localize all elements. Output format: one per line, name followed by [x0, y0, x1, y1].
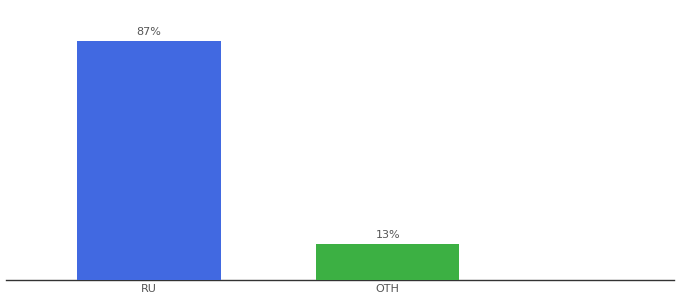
Bar [78, 41, 220, 280]
Text: 87%: 87% [137, 27, 161, 37]
Bar [316, 244, 460, 280]
Text: 13%: 13% [375, 230, 400, 240]
